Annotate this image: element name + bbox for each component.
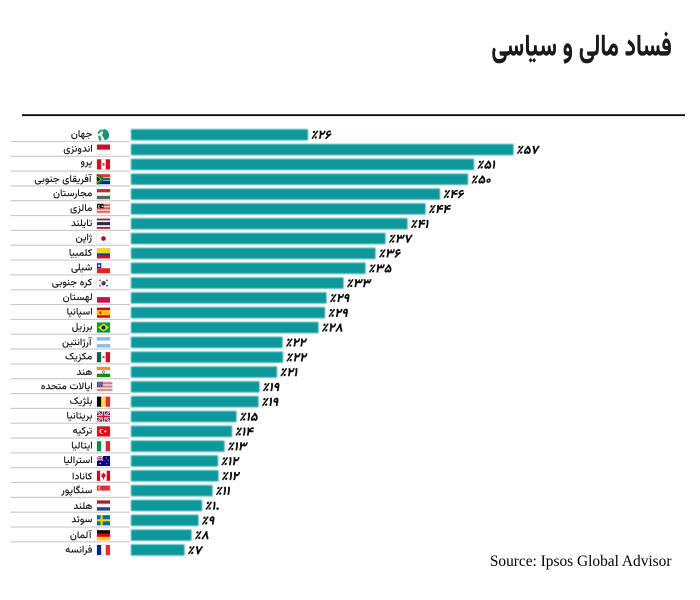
svg-text:Source: Ipsos Global Advisor: Source: Ipsos Global Advisor	[490, 553, 672, 570]
